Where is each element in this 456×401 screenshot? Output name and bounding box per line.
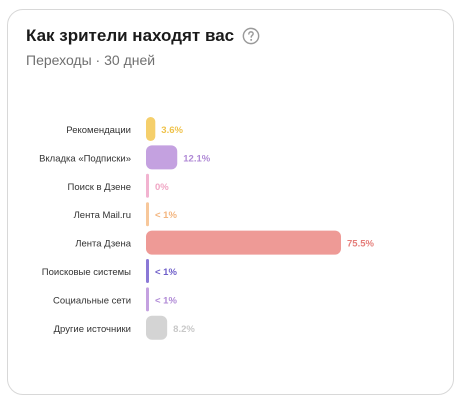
traffic-sources-card — [7, 9, 454, 395]
value-label: 75.5% — [347, 239, 374, 250]
category-label: Поиск в Дзене — [68, 182, 131, 193]
bar[interactable] — [146, 230, 341, 255]
bar[interactable] — [146, 117, 156, 141]
category-label: Социальные сети — [53, 295, 131, 306]
bar[interactable] — [146, 173, 149, 198]
question-circle-icon[interactable] — [242, 27, 260, 45]
category-label: Лента Mail.ru — [74, 210, 131, 221]
bar[interactable] — [146, 287, 149, 312]
title-row: Как зрители находят вас — [26, 26, 260, 46]
value-label: < 1% — [155, 210, 177, 221]
bar[interactable] — [146, 315, 168, 340]
value-label: 8.2% — [173, 324, 195, 335]
bar[interactable] — [146, 259, 149, 283]
category-label: Лента Дзена — [75, 239, 131, 250]
category-label: Вкладка «Подписки» — [39, 153, 131, 164]
value-label: < 1% — [155, 267, 177, 278]
value-label: 3.6% — [161, 125, 183, 136]
category-label: Другие источники — [54, 324, 131, 335]
value-label: 12.1% — [183, 153, 210, 164]
value-label: 0% — [155, 182, 169, 193]
value-label: < 1% — [155, 295, 177, 306]
category-label: Рекомендации — [66, 125, 131, 136]
bar[interactable] — [146, 145, 178, 170]
chart-title: Как зрители находят вас — [26, 26, 235, 45]
bar[interactable] — [146, 202, 149, 227]
category-label: Поисковые системы — [42, 267, 131, 278]
chart-subtitle: Переходы · 30 дней — [26, 52, 156, 68]
